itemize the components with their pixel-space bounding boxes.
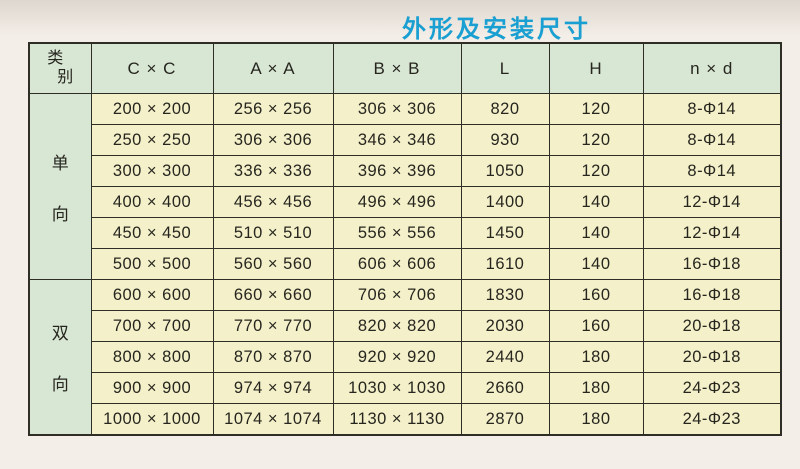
cell-l: 2870 <box>460 403 550 436</box>
cell-axa: 456 × 456 <box>212 186 334 218</box>
col-header-h: H <box>548 42 644 94</box>
cell-l: 2660 <box>460 372 550 404</box>
cell-bxb: 1130 × 1130 <box>332 403 462 436</box>
cell-cxc: 300 × 300 <box>90 155 214 187</box>
cell-nxd: 16-Φ18 <box>642 248 782 280</box>
cell-axa: 660 × 660 <box>212 279 334 311</box>
cell-nxd: 24-Φ23 <box>642 403 782 436</box>
table-row: 500 × 500 560 × 560 606 × 606 1610 140 1… <box>29 248 782 280</box>
table-row: 450 × 450 510 × 510 556 × 556 1450 140 1… <box>29 217 782 249</box>
category-cell-single-direction: 单 向 <box>28 93 92 280</box>
cell-bxb: 306 × 306 <box>332 93 462 125</box>
page-title: 外形及安装尺寸 <box>402 16 591 43</box>
cell-cxc: 400 × 400 <box>90 186 214 218</box>
cell-l: 1400 <box>460 186 550 218</box>
table-row: 800 × 800 870 × 870 920 × 920 2440 180 2… <box>29 341 782 373</box>
header-row: 类 别 C × C A × A B × B L H n × d <box>28 42 782 94</box>
dimensions-table: 类 别 C × C A × A B × B L H n × d 单 向 200 … <box>28 42 782 436</box>
table-row: 900 × 900 974 × 974 1030 × 1030 2660 180… <box>29 372 782 404</box>
cell-axa: 770 × 770 <box>212 310 334 342</box>
cell-cxc: 600 × 600 <box>90 279 214 311</box>
cell-h: 180 <box>548 341 644 373</box>
col-header-category-line1: 类 <box>47 49 64 67</box>
cell-l: 1450 <box>460 217 550 249</box>
col-header-cxc: C × C <box>90 42 214 94</box>
category-label-single: 单 向 <box>51 153 69 224</box>
cell-bxb: 396 × 396 <box>332 155 462 187</box>
table-row: 300 × 300 336 × 336 396 × 396 1050 120 8… <box>29 155 782 187</box>
cell-bxb: 496 × 496 <box>332 186 462 218</box>
cell-nxd: 8-Φ14 <box>642 93 782 125</box>
col-header-category: 类 别 <box>28 42 92 94</box>
cell-bxb: 1030 × 1030 <box>332 372 462 404</box>
cell-axa: 336 × 336 <box>212 155 334 187</box>
cell-l: 820 <box>460 93 550 125</box>
cell-h: 140 <box>548 186 644 218</box>
cell-l: 930 <box>460 124 550 156</box>
cell-nxd: 12-Φ14 <box>642 186 782 218</box>
cell-h: 120 <box>548 124 644 156</box>
cell-cxc: 700 × 700 <box>90 310 214 342</box>
cell-bxb: 706 × 706 <box>332 279 462 311</box>
cell-h: 180 <box>548 403 644 436</box>
cell-nxd: 12-Φ14 <box>642 217 782 249</box>
cell-bxb: 920 × 920 <box>332 341 462 373</box>
cell-nxd: 8-Φ14 <box>642 155 782 187</box>
cell-l: 2440 <box>460 341 550 373</box>
table-row: 400 × 400 456 × 456 496 × 496 1400 140 1… <box>29 186 782 218</box>
cell-l: 1610 <box>460 248 550 280</box>
col-header-axa: A × A <box>212 42 334 94</box>
cell-h: 180 <box>548 372 644 404</box>
cell-axa: 974 × 974 <box>212 372 334 404</box>
cell-l: 1050 <box>460 155 550 187</box>
cell-axa: 560 × 560 <box>212 248 334 280</box>
cell-nxd: 8-Φ14 <box>642 124 782 156</box>
col-header-bxb: B × B <box>332 42 462 94</box>
cell-axa: 306 × 306 <box>212 124 334 156</box>
table-row: 250 × 250 306 × 306 346 × 346 930 120 8-… <box>29 124 782 156</box>
cell-cxc: 450 × 450 <box>90 217 214 249</box>
cell-bxb: 346 × 346 <box>332 124 462 156</box>
cell-cxc: 900 × 900 <box>90 372 214 404</box>
cell-axa: 510 × 510 <box>212 217 334 249</box>
table-row: 单 向 200 × 200 256 × 256 306 × 306 820 12… <box>28 93 782 280</box>
cell-cxc: 800 × 800 <box>90 341 214 373</box>
col-header-category-line2: 别 <box>57 68 74 86</box>
cell-h: 120 <box>548 93 644 125</box>
cell-cxc: 500 × 500 <box>90 248 214 280</box>
category-label-double: 双 向 <box>51 324 69 394</box>
cell-axa: 870 × 870 <box>212 341 334 373</box>
table-row: 双 向 600 × 600 660 × 660 706 × 706 1830 1… <box>28 279 782 436</box>
cell-nxd: 20-Φ18 <box>642 341 782 373</box>
cell-h: 160 <box>548 279 644 311</box>
cell-h: 140 <box>548 217 644 249</box>
table-row: 700 × 700 770 × 770 820 × 820 2030 160 2… <box>29 310 782 342</box>
col-header-nxd: n × d <box>642 42 782 94</box>
cell-h: 160 <box>548 310 644 342</box>
cell-h: 140 <box>548 248 644 280</box>
cell-l: 1830 <box>460 279 550 311</box>
cell-nxd: 20-Φ18 <box>642 310 782 342</box>
scan-top-shadow <box>0 0 800 36</box>
cell-cxc: 250 × 250 <box>90 124 214 156</box>
cell-cxc: 1000 × 1000 <box>90 403 214 436</box>
category-cell-double-direction: 双 向 <box>28 279 92 436</box>
cell-bxb: 556 × 556 <box>332 217 462 249</box>
cell-l: 2030 <box>460 310 550 342</box>
cell-h: 120 <box>548 155 644 187</box>
cell-nxd: 16-Φ18 <box>642 279 782 311</box>
cell-axa: 256 × 256 <box>212 93 334 125</box>
cell-axa: 1074 × 1074 <box>212 403 334 436</box>
cell-bxb: 820 × 820 <box>332 310 462 342</box>
col-header-l: L <box>460 42 550 94</box>
cell-cxc: 200 × 200 <box>90 93 214 125</box>
table-row: 1000 × 1000 1074 × 1074 1130 × 1130 2870… <box>29 403 782 436</box>
cell-nxd: 24-Φ23 <box>642 372 782 404</box>
cell-bxb: 606 × 606 <box>332 248 462 280</box>
